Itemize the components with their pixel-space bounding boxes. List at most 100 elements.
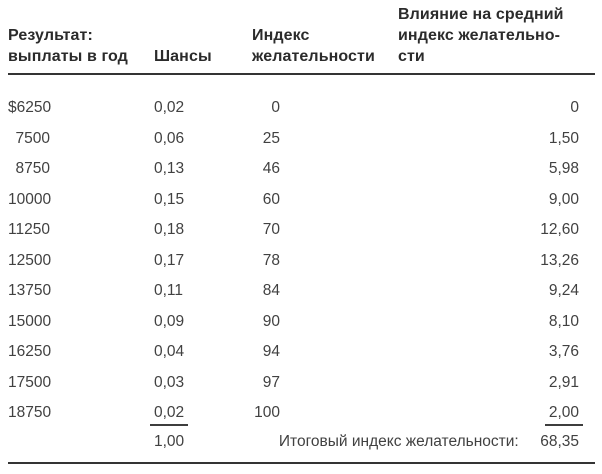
totals-summary-cell: Итоговый индекс желательности: 68,35 bbox=[252, 428, 595, 464]
payout-value: 18750 bbox=[8, 404, 52, 422]
impact-cell: 9,00 bbox=[398, 185, 595, 216]
payout-cell: 18750 bbox=[8, 398, 52, 429]
header-index-line1: Индекс bbox=[252, 27, 310, 44]
payout-value: $6250 bbox=[8, 99, 52, 117]
table-body: $6250 0,02 0 0 7500 0,06 25 1,50 8750 bbox=[8, 74, 595, 464]
column-gap bbox=[280, 74, 398, 124]
chance-value: 0,03 bbox=[154, 373, 185, 391]
column-gap bbox=[50, 154, 154, 185]
header-impact-line3: сти bbox=[398, 48, 425, 65]
impact-cell: 9,24 bbox=[398, 276, 595, 307]
index-value: 25 bbox=[262, 129, 280, 147]
chance-cell: 0,18 bbox=[154, 215, 252, 246]
payout-value: 10000 bbox=[8, 190, 52, 208]
index-cell: 90 bbox=[252, 307, 280, 338]
table-row: 17500 0,03 97 2,91 bbox=[8, 368, 595, 399]
column-gap bbox=[50, 307, 154, 338]
header-result-line2: выплаты в год bbox=[8, 48, 128, 65]
impact-value: 0 bbox=[570, 99, 579, 117]
column-gap bbox=[50, 398, 154, 429]
impact-value: 13,26 bbox=[540, 251, 579, 269]
payout-cell: 15000 bbox=[8, 307, 52, 338]
index-value: 90 bbox=[262, 312, 280, 330]
desirability-index-table: Результат: выплаты в год Шансы Индекс же… bbox=[8, 0, 595, 464]
chance-cell: 0,11 bbox=[154, 276, 252, 307]
column-gap bbox=[280, 185, 398, 216]
column-gap bbox=[280, 154, 398, 185]
impact-cell: 5,98 bbox=[398, 154, 595, 185]
totals-payout-cell bbox=[8, 428, 50, 464]
index-value: 97 bbox=[262, 373, 280, 391]
impact-value: 9,00 bbox=[548, 190, 579, 208]
index-value: 78 bbox=[262, 251, 280, 269]
impact-cell: 8,10 bbox=[398, 307, 595, 338]
index-value: 84 bbox=[262, 282, 280, 300]
column-gap bbox=[280, 398, 398, 429]
chance-cell: 0,09 bbox=[154, 307, 252, 338]
column-gap bbox=[50, 215, 154, 246]
impact-value: 9,24 bbox=[548, 282, 579, 300]
column-gap bbox=[280, 124, 398, 155]
table-row: 13750 0,11 84 9,24 bbox=[8, 276, 595, 307]
column-gap bbox=[50, 185, 154, 216]
payout-value: 17500 bbox=[8, 373, 52, 391]
impact-value: 1,50 bbox=[548, 129, 579, 147]
chance-value: 0,09 bbox=[154, 312, 185, 330]
index-cell: 0 bbox=[252, 74, 280, 124]
index-cell: 78 bbox=[252, 246, 280, 277]
table-row: 8750 0,13 46 5,98 bbox=[8, 154, 595, 185]
column-gap bbox=[280, 215, 398, 246]
chance-value: 0,13 bbox=[154, 160, 185, 178]
chance-value: 0,11 bbox=[154, 282, 184, 300]
payout-value: 15000 bbox=[8, 312, 52, 330]
payout-cell: 8750 bbox=[8, 154, 50, 185]
payout-cell: 11250 bbox=[8, 215, 50, 246]
impact-cell: 0 bbox=[398, 74, 595, 124]
header-impact-line2: индекс желательно- bbox=[398, 27, 561, 44]
totals-row: 1,00 Итоговый индекс желательности: 68,3… bbox=[8, 428, 595, 464]
index-value: 46 bbox=[262, 160, 280, 178]
column-gap bbox=[50, 276, 154, 307]
payout-value: 12500 bbox=[8, 251, 52, 269]
table-row: 11250 0,18 70 12,60 bbox=[8, 215, 595, 246]
total-index-label: Итоговый индекс желательности: bbox=[278, 432, 519, 450]
column-gap bbox=[280, 337, 398, 368]
chance-value: 0,06 bbox=[154, 129, 185, 147]
column-gap bbox=[50, 124, 154, 155]
index-value: 0 bbox=[271, 99, 280, 117]
column-gap bbox=[50, 368, 154, 399]
index-value: 94 bbox=[262, 343, 280, 361]
header-result-line1: Результат: bbox=[8, 27, 93, 44]
table-row: $6250 0,02 0 0 bbox=[8, 74, 595, 124]
header-result-payout: Результат: выплаты в год bbox=[8, 0, 154, 75]
chance-cell: 0,06 bbox=[154, 124, 252, 155]
impact-value: 12,60 bbox=[540, 221, 579, 239]
index-cell: 100 bbox=[252, 398, 280, 429]
header-chances: Шансы bbox=[154, 0, 252, 75]
index-value: 60 bbox=[262, 190, 280, 208]
payout-cell: 7500 bbox=[8, 124, 50, 155]
payout-value: 13750 bbox=[8, 282, 52, 300]
index-cell: 97 bbox=[252, 368, 280, 399]
impact-cell: 2,00 bbox=[398, 398, 595, 429]
index-value: 70 bbox=[262, 221, 280, 239]
column-gap bbox=[280, 276, 398, 307]
payout-value: 7500 bbox=[15, 129, 50, 147]
table-row: 12500 0,17 78 13,26 bbox=[8, 246, 595, 277]
impact-value: 8,10 bbox=[548, 312, 579, 330]
index-value: 100 bbox=[254, 404, 280, 422]
impact-value: 5,98 bbox=[548, 160, 579, 178]
header-row: Результат: выплаты в год Шансы Индекс же… bbox=[8, 0, 595, 75]
payout-cell: 13750 bbox=[8, 276, 52, 307]
chance-value: 0,18 bbox=[154, 221, 185, 239]
total-index-value: 68,35 bbox=[540, 432, 579, 450]
payout-cell: 16250 bbox=[8, 337, 52, 368]
chance-cell: 0,15 bbox=[154, 185, 252, 216]
payout-value: 16250 bbox=[8, 343, 52, 361]
column-gap bbox=[280, 246, 398, 277]
index-cell: 94 bbox=[252, 337, 280, 368]
impact-value: 2,00 bbox=[544, 404, 584, 427]
table-row: 15000 0,09 90 8,10 bbox=[8, 307, 595, 338]
header-impact-line1: Влияние на средний bbox=[398, 6, 564, 23]
payout-cell: 12500 bbox=[8, 246, 52, 277]
